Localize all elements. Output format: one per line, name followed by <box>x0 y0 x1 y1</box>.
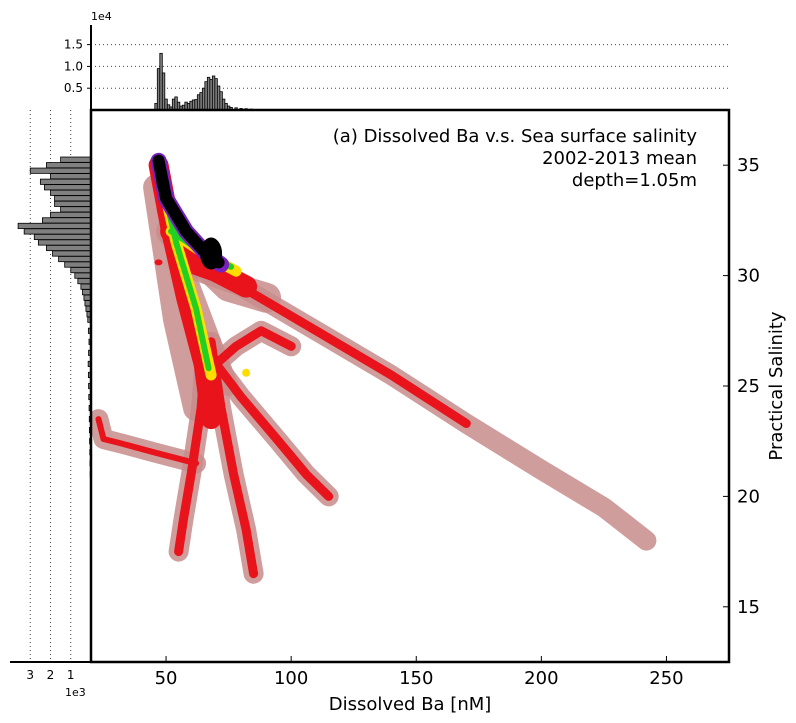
top-tick-label: 1.0 <box>64 59 83 73</box>
left-bar <box>46 244 92 252</box>
density-low <box>154 259 163 266</box>
x-tick-label: 100 <box>274 668 308 689</box>
chart-title-line-2: 2002-2013 mean <box>542 148 697 169</box>
left-bar <box>58 255 92 263</box>
left-bar <box>50 173 92 180</box>
x-tick-label: 50 <box>155 668 178 689</box>
y-tick-label: 20 <box>737 486 760 507</box>
left-bar <box>64 261 92 268</box>
left-bar <box>52 250 92 257</box>
y-tick-label: 35 <box>737 155 760 176</box>
left-bar <box>44 184 92 191</box>
left-bar <box>33 233 92 241</box>
density-mid <box>242 368 251 377</box>
left-tick-label: 3 <box>26 668 34 682</box>
left-bar <box>54 195 92 202</box>
left-bar <box>74 272 92 279</box>
density-low <box>95 416 200 467</box>
top-histogram: 1e4 0.5 1.0 1.5 <box>64 10 729 111</box>
top-histogram-tick-labels: 0.5 1.0 1.5 <box>64 38 83 96</box>
x-axis-label: Dissolved Ba [nM] <box>329 694 492 715</box>
y-tick-label: 30 <box>737 266 760 287</box>
left-bar <box>29 167 92 174</box>
density-peak <box>156 160 167 193</box>
x-tick-label: 250 <box>649 668 683 689</box>
main-plot: 50 100 150 200 250 15 20 25 30 35 (a) Dissolved … <box>89 108 787 715</box>
top-histogram-multiplier: 1e4 <box>91 10 112 23</box>
left-bar <box>60 206 92 213</box>
top-histogram-bars <box>154 52 263 111</box>
left-bar <box>39 178 92 185</box>
left-bar <box>70 267 92 274</box>
x-tick-label: 150 <box>399 668 433 689</box>
left-tick-label: 1 <box>67 668 75 682</box>
y-tick-label: 15 <box>737 597 760 618</box>
chart-title-line-1: (a) Dissolved Ba v.s. Sea surface salini… <box>333 126 698 147</box>
x-axis-ticks: 50 100 150 200 250 <box>155 656 684 689</box>
left-bar <box>50 189 92 196</box>
y-tick-label: 25 <box>737 376 760 397</box>
left-bar <box>37 239 92 246</box>
left-bar <box>50 211 92 218</box>
density-contours <box>91 152 657 584</box>
left-histogram-multiplier: 1e3 <box>65 686 86 699</box>
density-low <box>211 326 296 369</box>
left-bar <box>23 228 92 235</box>
density-low <box>206 337 259 579</box>
x-tick-label: 200 <box>524 668 558 689</box>
top-histogram-gridlines <box>87 44 729 89</box>
left-bar <box>80 283 92 290</box>
left-bar <box>42 217 92 224</box>
left-bar <box>17 222 92 229</box>
y-axis-label: Practical Salinity <box>766 311 787 460</box>
density-peak <box>200 237 223 270</box>
density-low <box>211 359 334 501</box>
left-bar <box>82 289 92 296</box>
left-bar <box>46 162 92 169</box>
top-tick-label: 1.5 <box>64 38 83 52</box>
left-bar <box>60 156 92 163</box>
top-tick-label: 0.5 <box>64 81 83 95</box>
y-axis-ticks: 15 20 25 30 35 <box>723 155 760 618</box>
left-bar <box>54 200 92 207</box>
left-histogram-bars <box>17 156 92 500</box>
left-tick-label: 2 <box>47 668 55 682</box>
left-bar <box>77 278 92 285</box>
chart-title-line-3: depth=1.05m <box>572 170 697 191</box>
